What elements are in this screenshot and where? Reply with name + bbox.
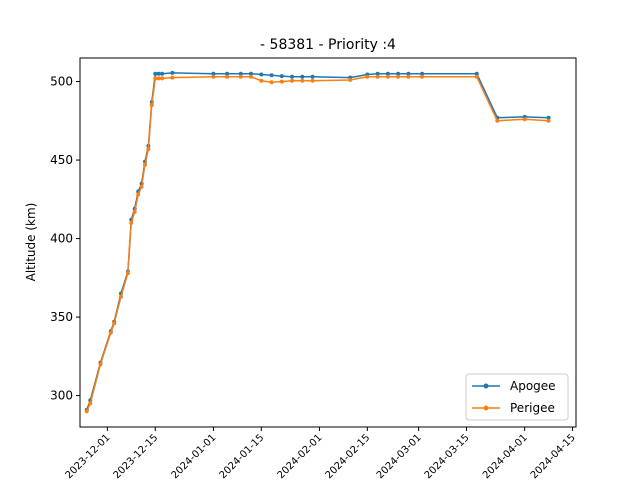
legend-label-perigee: Perigee xyxy=(510,401,555,415)
data-point-apogee xyxy=(375,71,380,76)
data-point-perigee xyxy=(225,74,230,79)
x-tick-label: 2024-04-01 xyxy=(481,432,530,480)
data-point-perigee xyxy=(108,330,113,335)
data-point-perigee xyxy=(300,78,305,83)
data-point-perigee xyxy=(348,78,353,82)
data-point-perigee xyxy=(98,362,103,367)
plot-frame xyxy=(79,57,577,428)
legend: Apogee Perigee xyxy=(465,373,569,421)
x-axis: 2023-12-01 2023-12-15 2024-01-01 2024-01-15… xyxy=(64,427,578,480)
y-tick-label: 500 xyxy=(50,75,73,89)
data-point-perigee xyxy=(125,271,130,276)
data-point-apogee xyxy=(211,71,216,76)
data-point-perigee xyxy=(153,76,158,81)
legend-marker-perigee xyxy=(483,405,489,411)
x-tick-label: 2024-04-15 xyxy=(529,432,578,480)
data-point-perigee xyxy=(385,74,390,79)
x-tick-label: 2024-01-15 xyxy=(218,432,267,480)
data-point-perigee xyxy=(396,74,401,79)
data-point-perigee xyxy=(249,74,253,79)
data-point-apogee xyxy=(474,71,479,76)
data-point-perigee xyxy=(160,76,165,81)
data-point-apogee xyxy=(279,74,284,79)
data-point-apogee xyxy=(385,71,390,76)
data-point-perigee xyxy=(146,147,151,152)
plot-layer xyxy=(84,70,551,414)
data-point-perigee xyxy=(136,192,141,197)
data-point-apogee xyxy=(310,74,315,79)
x-tick-label: 2024-02-01 xyxy=(276,432,325,480)
x-tick-label: 2024-02-15 xyxy=(324,432,373,480)
x-tick-label: 2024-03-01 xyxy=(375,432,424,480)
data-point-perigee xyxy=(156,76,161,81)
data-point-perigee xyxy=(170,75,175,80)
data-point-perigee xyxy=(310,78,315,83)
data-point-perigee xyxy=(546,118,551,123)
chart-title: - 58381 - Priority :4 xyxy=(260,37,396,53)
data-point-apogee xyxy=(420,71,425,76)
data-point-apogee xyxy=(406,71,411,76)
data-point-apogee xyxy=(153,71,158,76)
data-point-perigee xyxy=(119,294,123,299)
data-point-perigee xyxy=(238,74,243,79)
data-point-perigee xyxy=(474,74,479,79)
data-point-perigee xyxy=(88,401,93,406)
y-axis-label: Altitude (km) xyxy=(24,203,38,282)
data-point-apogee xyxy=(300,74,305,79)
data-point-apogee xyxy=(269,73,274,78)
x-tick-label: 2023-12-15 xyxy=(112,432,161,480)
data-point-perigee xyxy=(495,118,500,123)
data-point-perigee xyxy=(211,74,216,79)
data-point-perigee xyxy=(290,78,295,83)
y-tick-label: 300 xyxy=(50,389,73,403)
data-point-perigee xyxy=(259,78,264,83)
data-point-perigee xyxy=(129,220,134,225)
data-point-perigee xyxy=(406,74,411,79)
data-point-perigee xyxy=(269,80,274,85)
x-tick-label: 2024-01-01 xyxy=(170,432,219,480)
legend-marker-apogee xyxy=(483,383,489,389)
data-point-apogee xyxy=(156,71,161,76)
data-point-apogee xyxy=(225,71,230,76)
y-tick-label: 350 xyxy=(50,310,73,324)
series-line-apogee xyxy=(86,72,549,410)
data-point-perigee xyxy=(365,74,370,79)
data-point-apogee xyxy=(290,74,295,79)
data-point-perigee xyxy=(149,103,154,108)
y-tick-label: 450 xyxy=(50,153,73,167)
data-point-perigee xyxy=(375,74,380,79)
y-axis: 300 350 400 450 500 xyxy=(50,75,80,403)
data-point-perigee xyxy=(279,79,284,84)
data-point-perigee xyxy=(522,117,527,122)
x-tick-label: 2024-03-15 xyxy=(423,432,472,480)
data-point-apogee xyxy=(396,71,401,76)
data-point-apogee xyxy=(546,115,551,120)
data-point-perigee xyxy=(112,321,117,326)
legend-label-apogee: Apogee xyxy=(510,379,556,393)
data-point-apogee xyxy=(249,71,253,76)
data-point-perigee xyxy=(143,162,147,167)
series-perigee xyxy=(84,74,551,414)
data-point-perigee xyxy=(132,209,137,214)
x-tick-label: 2023-12-01 xyxy=(64,432,113,480)
series-line-perigee xyxy=(86,76,549,412)
data-point-apogee xyxy=(160,71,165,76)
data-point-perigee xyxy=(420,74,425,79)
series-apogee xyxy=(84,70,551,412)
data-point-perigee xyxy=(84,409,89,414)
data-point-perigee xyxy=(139,184,144,189)
data-point-apogee xyxy=(259,72,264,77)
y-tick-label: 400 xyxy=(50,232,73,246)
data-point-apogee xyxy=(238,71,243,76)
data-point-apogee xyxy=(170,70,175,75)
